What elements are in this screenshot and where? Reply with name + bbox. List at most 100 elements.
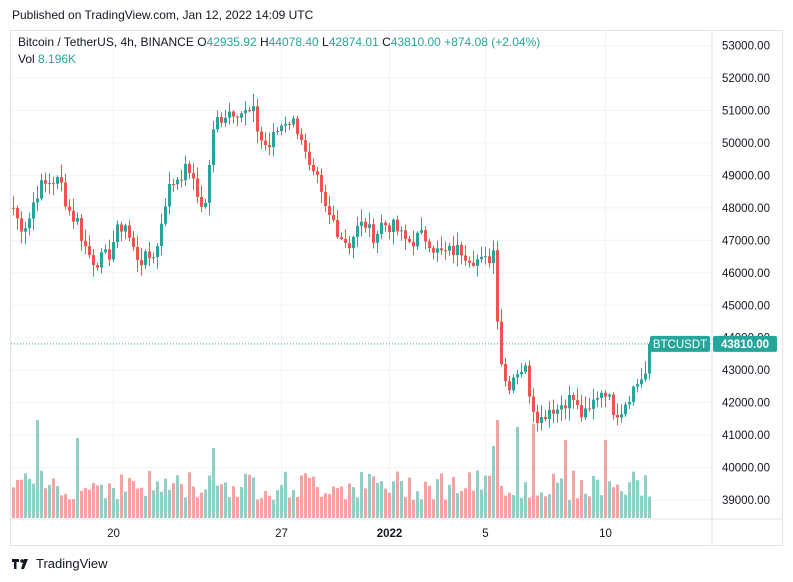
volume-bar	[400, 480, 403, 518]
volume-bar	[512, 494, 515, 518]
candle-body	[152, 257, 155, 259]
candle	[588, 397, 591, 412]
candle	[44, 172, 47, 193]
candle	[468, 256, 471, 268]
candle-body	[444, 250, 447, 252]
candle-body	[104, 249, 107, 253]
candle	[200, 185, 203, 213]
volume-bar	[144, 495, 147, 518]
candle	[420, 217, 423, 235]
candle-body	[352, 236, 355, 249]
candle-body	[304, 140, 307, 152]
brand-name: TradingView	[36, 556, 108, 571]
volume-bar	[216, 485, 219, 518]
candle-body	[32, 202, 35, 219]
candle-body	[144, 251, 147, 266]
candle-body	[68, 206, 71, 211]
volume-bar	[200, 492, 203, 518]
candle	[644, 361, 647, 382]
candle	[116, 220, 119, 248]
volume-bar	[588, 496, 591, 518]
candle-body	[600, 392, 603, 398]
candle	[600, 390, 603, 408]
volume-bar	[132, 481, 135, 518]
volume-bar	[24, 473, 27, 518]
candle-body	[648, 343, 651, 374]
candle-body	[556, 409, 559, 414]
volume-bar	[528, 497, 531, 518]
volume-bar	[188, 472, 191, 518]
footer-brand[interactable]: TradingView	[12, 556, 108, 571]
candle	[500, 309, 503, 367]
candle	[204, 198, 207, 209]
volume-bar	[348, 483, 351, 518]
candle	[632, 385, 635, 406]
candle	[552, 399, 555, 424]
volume-bar	[644, 475, 647, 518]
candle-body	[228, 111, 231, 118]
candle-body	[260, 131, 263, 141]
candle	[328, 195, 331, 225]
candle	[384, 220, 387, 232]
y-tick-label: 43000.00	[722, 365, 770, 377]
candle-body	[16, 208, 19, 219]
candle	[388, 222, 391, 240]
candle	[520, 362, 523, 378]
x-tick-label: 10	[599, 528, 612, 540]
volume-bar	[224, 482, 227, 518]
candle	[296, 115, 299, 140]
candle-body	[400, 230, 403, 232]
volume-bar	[236, 497, 239, 518]
candle	[636, 378, 639, 393]
volume-bar	[600, 495, 603, 518]
symbol-label: Bitcoin / TetherUS, 4h, BINANCE	[18, 35, 194, 49]
candle	[508, 375, 511, 395]
candle	[20, 211, 23, 244]
candle-body	[252, 106, 255, 112]
candle-body	[580, 404, 583, 418]
candle-body	[348, 242, 351, 249]
candle	[408, 236, 411, 244]
volume-bar	[360, 472, 363, 518]
volume-bar	[332, 486, 335, 518]
volume-bar	[16, 480, 19, 518]
price-tag	[713, 335, 777, 352]
volume-bar	[428, 485, 431, 518]
volume-bar	[452, 476, 455, 518]
candle-body	[380, 222, 383, 234]
candle-body	[364, 221, 367, 228]
volume-bar	[168, 489, 171, 518]
volume-bar	[556, 482, 559, 518]
candle	[516, 369, 519, 385]
candle-body	[40, 180, 43, 199]
volume-bar	[380, 481, 383, 518]
volume-bar	[460, 491, 463, 518]
candle-body	[568, 394, 571, 409]
candle	[332, 205, 335, 223]
volume-bar	[568, 499, 571, 518]
candle	[196, 167, 199, 204]
candle	[280, 123, 283, 136]
volume-bar	[572, 470, 575, 518]
volume-bar	[444, 499, 447, 518]
volume-bar	[292, 490, 295, 518]
candle	[48, 173, 51, 194]
volume-bar	[328, 493, 331, 518]
volume-bar	[308, 477, 311, 518]
volume-bar	[148, 471, 151, 518]
candle-body	[84, 240, 87, 247]
volume-bar	[252, 477, 255, 518]
volume-bar	[364, 488, 367, 518]
volume-bar	[284, 471, 287, 518]
candle-body	[288, 124, 291, 126]
candle-body	[336, 219, 339, 238]
candle-body	[216, 117, 219, 130]
candle	[228, 102, 231, 125]
volume-bar	[560, 478, 563, 518]
candle-body	[636, 384, 639, 387]
candle-body	[420, 229, 423, 233]
candle-body	[140, 259, 143, 266]
candle	[560, 395, 563, 422]
candle	[480, 246, 483, 263]
